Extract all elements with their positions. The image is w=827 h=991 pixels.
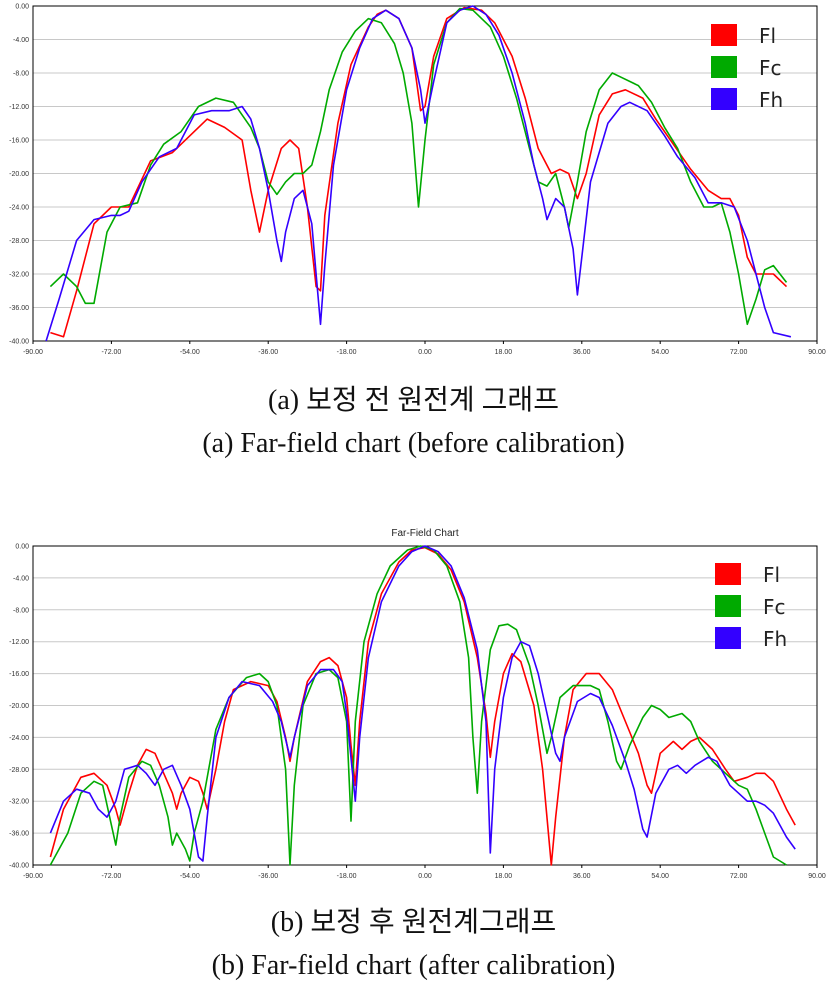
y-tick-label: -24.00	[9, 205, 29, 212]
chart-panel-b: Far-Field Chart 0.00 -4.00 -8.00 -12.00 -16.0…	[0, 515, 827, 879]
y-tick-label: 0.00	[15, 4, 29, 11]
x-tick-label: -90.00	[23, 873, 43, 879]
y-tick-label: -16.00	[9, 671, 29, 678]
y-tick-label: -4.00	[13, 37, 29, 44]
legend-swatch-fh	[715, 627, 741, 649]
legend-label-fh: Fh	[763, 627, 787, 651]
legend-label-fh: Fh	[759, 88, 783, 112]
y-tick-label: -20.00	[9, 703, 29, 710]
legend-swatch-fl	[715, 563, 741, 585]
caption-b-english: (b) Far-field chart (after calibration)	[211, 950, 616, 981]
x-tick-label: 18.00	[495, 349, 513, 356]
y-tick-label: -40.00	[9, 863, 29, 870]
x-tick-label: -90.00	[23, 349, 43, 356]
legend-swatch-fc	[715, 595, 741, 617]
x-tick-label: -72.00	[101, 873, 121, 879]
y-tick-label: 0.00	[15, 544, 29, 551]
legend-label-fl: Fl	[763, 563, 780, 587]
y-tick-label: -8.00	[13, 71, 29, 78]
y-tick-label: -36.00	[9, 305, 29, 312]
series-line-fc	[49, 7, 788, 326]
y-tick-label: -28.00	[9, 767, 29, 774]
chart-title: Far-Field Chart	[391, 528, 458, 539]
legend-swatch-fc	[711, 56, 737, 78]
y-tick-label: -36.00	[9, 831, 29, 838]
caption-a-english: (a) Far-field chart (before calibration)	[202, 428, 625, 459]
series-line-fc	[49, 545, 787, 866]
x-tick-label: -36.00	[258, 349, 278, 356]
series-line-fh	[45, 5, 792, 342]
legend-swatch-fl	[711, 24, 737, 46]
caption-a-korean: (a) 보정 전 원전계 그래프	[268, 385, 559, 416]
x-tick-label: 90.00	[808, 873, 826, 879]
x-tick-label: 54.00	[651, 349, 669, 356]
x-tick-label: -54.00	[180, 873, 200, 879]
x-tick-label: -36.00	[258, 873, 278, 879]
legend-swatch-fh	[711, 88, 737, 110]
x-tick-label: 36.00	[573, 349, 591, 356]
y-tick-label: -40.00	[9, 339, 29, 346]
legend-label-fc: Fc	[759, 56, 782, 80]
x-tick-label: 0.00	[418, 873, 432, 879]
x-tick-label: -54.00	[180, 349, 200, 356]
far-field-chart-a: 0.00 -4.00 -8.00 -12.00 -16.00 -20.00 -24.00 -2…	[9, 4, 826, 357]
y-tick-label: -32.00	[9, 272, 29, 279]
x-tick-label: -18.00	[337, 349, 357, 356]
x-tick-label: 18.00	[495, 873, 513, 879]
x-tick-label: -72.00	[101, 349, 121, 356]
y-tick-label: -20.00	[9, 171, 29, 178]
y-tick-label: -24.00	[9, 735, 29, 742]
y-tick-label: -32.00	[9, 799, 29, 806]
series-line-fl	[49, 546, 796, 866]
y-tick-label: -28.00	[9, 238, 29, 245]
x-tick-label: 54.00	[651, 873, 669, 879]
legend-label-fl: Fl	[759, 24, 776, 48]
series-line-fh	[49, 545, 796, 862]
x-tick-label: 72.00	[730, 349, 748, 356]
plot-border	[32, 5, 818, 342]
x-tick-label: 0.00	[418, 349, 432, 356]
legend-label-fc: Fc	[763, 595, 786, 619]
y-tick-label: -12.00	[9, 104, 29, 111]
far-field-chart-b: Far-Field Chart 0.00 -4.00 -8.00 -12.00 -16.0…	[9, 528, 826, 879]
chart-panel-a: 0.00 -4.00 -8.00 -12.00 -16.00 -20.00 -24.00 -2…	[0, 0, 827, 362]
x-tick-label: 90.00	[808, 349, 826, 356]
y-tick-label: -8.00	[13, 607, 29, 614]
y-tick-label: -16.00	[9, 138, 29, 145]
y-tick-label: -4.00	[13, 575, 29, 582]
x-tick-label: -18.00	[337, 873, 357, 879]
caption-b-korean: (b) 보정 후 원전계그래프	[270, 907, 557, 938]
x-tick-label: 72.00	[730, 873, 748, 879]
x-tick-label: 36.00	[573, 873, 591, 879]
y-tick-label: -12.00	[9, 639, 29, 646]
